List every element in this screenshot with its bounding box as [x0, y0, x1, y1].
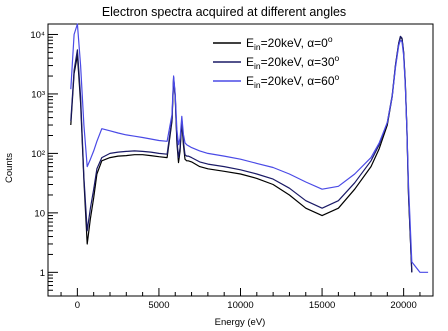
- series-layer: [70, 23, 429, 273]
- chart-title: Electron spectra acquired at different a…: [102, 5, 346, 19]
- x-tick-label-1: 5000: [148, 300, 169, 311]
- series-line-1: [70, 35, 413, 273]
- y-tick-label-3: 10³: [31, 89, 45, 100]
- y-tick-label-0: 1: [40, 268, 45, 279]
- x-tick-label-3: 15000: [309, 300, 335, 311]
- x-axis-label: Energy (eV): [215, 317, 266, 328]
- axis-layer: 0 5000 10000 15000 20000 1 10 10² 10³ 10⁴: [30, 30, 421, 311]
- y-tick-label-1: 10: [34, 208, 45, 219]
- legend-label-1: Ein=20keV, α=30o: [246, 53, 340, 71]
- series-line-2: [70, 23, 429, 273]
- series-line-0: [70, 36, 413, 273]
- x-tick-label-0: 0: [75, 300, 80, 311]
- x-tick-label-4: 20000: [390, 300, 416, 311]
- x-tick-label-2: 10000: [227, 300, 253, 311]
- plot-frame: [47, 23, 434, 297]
- legend-label-2: Ein=20keV, α=60o: [246, 72, 340, 90]
- y-tick-label-2: 10²: [31, 149, 45, 160]
- legend-label-0: Ein=20keV, α=0o: [246, 34, 333, 52]
- y-axis-label: Counts: [4, 153, 15, 183]
- y-tick-label-4: 10⁴: [30, 30, 45, 41]
